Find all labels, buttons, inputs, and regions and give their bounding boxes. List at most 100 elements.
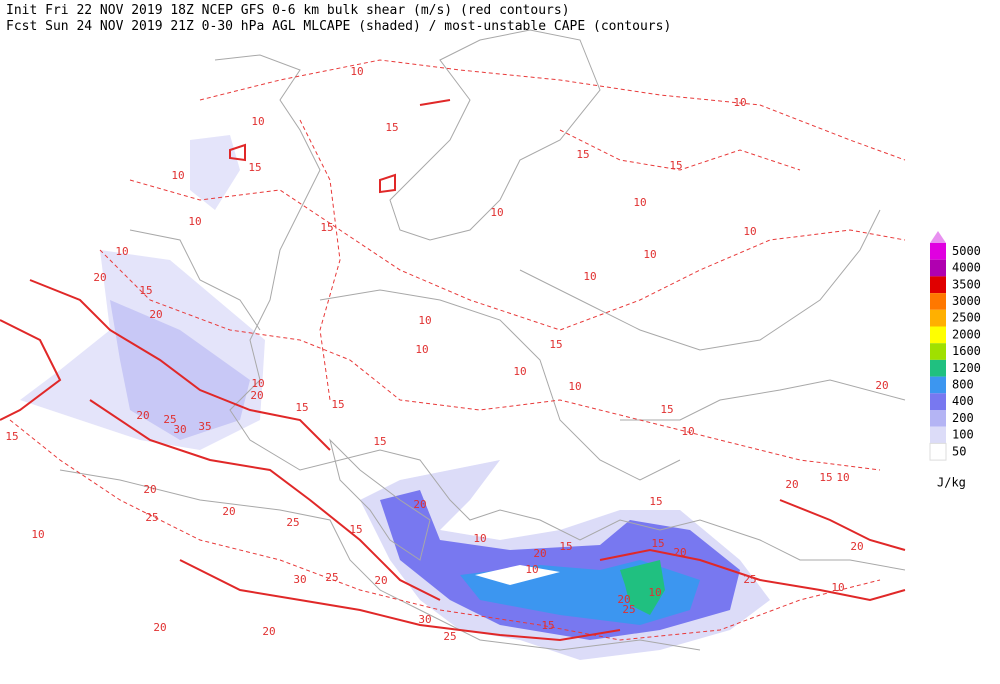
contour-label: 35 xyxy=(198,420,211,433)
contour-label: 25 xyxy=(145,511,158,524)
contour-label: 15 xyxy=(651,537,664,550)
contour-label: 20 xyxy=(850,540,863,553)
contour-label: 20 xyxy=(149,308,162,321)
legend-arrow xyxy=(930,231,946,243)
legend-swatch xyxy=(930,393,946,410)
legend-unit: J/kg xyxy=(937,476,966,490)
contour-label: 30 xyxy=(293,573,306,586)
contour-label: 15 xyxy=(331,398,344,411)
contour-label: 10 xyxy=(633,196,646,209)
contour-label: 10 xyxy=(490,206,503,219)
contour-label: 25 xyxy=(163,413,176,426)
contour-label: 10 xyxy=(831,581,844,594)
contour-label: 10 xyxy=(836,471,849,484)
legend-swatch xyxy=(930,343,946,360)
legend-swatch xyxy=(930,376,946,394)
legend-label: 4000 xyxy=(952,261,981,275)
contour-label: 10 xyxy=(643,248,656,261)
contour-label: 15 xyxy=(541,619,554,632)
contour-label: 20 xyxy=(136,409,149,422)
legend-swatch xyxy=(930,259,946,277)
cape-area xyxy=(475,565,560,585)
contour-label: 10 xyxy=(418,314,431,327)
contour-label: 10 xyxy=(743,225,756,238)
contour-label: 25 xyxy=(286,516,299,529)
legend-swatch xyxy=(930,243,946,260)
contour-label: 10 xyxy=(415,343,428,356)
contour-label: 20 xyxy=(374,574,387,587)
legend-label: 800 xyxy=(952,377,974,391)
contour-label: 10 xyxy=(681,425,694,438)
legend-label: 5000 xyxy=(952,244,981,258)
contour-label: 15 xyxy=(295,401,308,414)
contour-label: 20 xyxy=(262,625,275,638)
contour-label: 10 xyxy=(733,96,746,109)
contour-label: 10 xyxy=(171,169,184,182)
contour-label: 20 xyxy=(785,478,798,491)
contour-label: 15 xyxy=(559,540,572,553)
legend-label: 1600 xyxy=(952,344,981,358)
legend-label: 1200 xyxy=(952,361,981,375)
contour-label: 15 xyxy=(5,430,18,443)
contour-label: 20 xyxy=(413,498,426,511)
contour-label: 15 xyxy=(320,221,333,234)
contour-label: 25 xyxy=(325,571,338,584)
shear-contours xyxy=(0,59,906,642)
legend-label: 200 xyxy=(952,411,974,425)
contour-label: 15 xyxy=(549,338,562,351)
contour-label: 15 xyxy=(669,159,682,172)
contour-label: 10 xyxy=(473,532,486,545)
contour-label: 10 xyxy=(350,65,363,78)
contour-labels: 10 10 15 10 10 15 15 15 10 10 15 10 10 15 20 20 10 10 10 10… xyxy=(5,65,888,643)
legend-label: 100 xyxy=(952,428,974,442)
legend: 5000 4000 3500 3000 2500 2000 1600 1200 800 400 20… xyxy=(929,231,981,490)
legend-swatch xyxy=(930,410,946,427)
legend-label: 2500 xyxy=(952,311,981,325)
contour-label: 15 xyxy=(139,284,152,297)
contour-label: 10 xyxy=(31,528,44,541)
contour-label: 10 xyxy=(115,245,128,258)
legend-swatch xyxy=(929,442,947,461)
cape-area xyxy=(190,135,240,210)
contour-label: 15 xyxy=(576,148,589,161)
contour-label: 20 xyxy=(250,389,263,402)
contour-label: 20 xyxy=(93,271,106,284)
contour-label: 20 xyxy=(153,621,166,634)
contour-label: 25 xyxy=(443,630,456,643)
contour-label: 20 xyxy=(222,505,235,518)
legend-swatch xyxy=(930,293,946,310)
contour-label: 15 xyxy=(248,161,261,174)
contour-label: 20 xyxy=(533,547,546,560)
contour-label: 10 xyxy=(648,586,661,599)
legend-label: 3500 xyxy=(952,277,981,291)
contour-label: 15 xyxy=(649,495,662,508)
contour-label: 10 xyxy=(251,115,264,128)
cape-area xyxy=(620,560,665,615)
contour-label: 20 xyxy=(875,379,888,392)
contour-label: 10 xyxy=(513,365,526,378)
contour-label: 15 xyxy=(819,471,832,484)
contour-label: 15 xyxy=(373,435,386,448)
header-line: Init Fri 22 NOV 2019 18Z NCEP GFS 0-6 km… xyxy=(6,3,570,18)
legend-swatch xyxy=(930,359,946,377)
legend-label: 3000 xyxy=(952,294,981,308)
contour-label: 20 xyxy=(673,546,686,559)
contour-label: 30 xyxy=(418,613,431,626)
legend-swatch xyxy=(930,326,946,344)
contour-label: 10 xyxy=(583,270,596,283)
contour-label: 20 xyxy=(617,593,630,606)
contour-label: 15 xyxy=(385,121,398,134)
legend-label: 2000 xyxy=(952,327,981,341)
contour-label: 20 xyxy=(143,483,156,496)
header-line: Fcst Sun 24 NOV 2019 21Z 0-30 hPa AGL ML… xyxy=(6,19,671,34)
contour-label: 10 xyxy=(525,563,538,576)
contour-label: 10 xyxy=(568,380,581,393)
contour-label: 30 xyxy=(173,423,186,436)
contour-label: 10 xyxy=(251,377,264,390)
contour-label: 25 xyxy=(622,603,635,616)
contour-label: 25 xyxy=(743,573,756,586)
legend-label: 50 xyxy=(952,444,966,458)
legend-swatch xyxy=(930,276,946,294)
